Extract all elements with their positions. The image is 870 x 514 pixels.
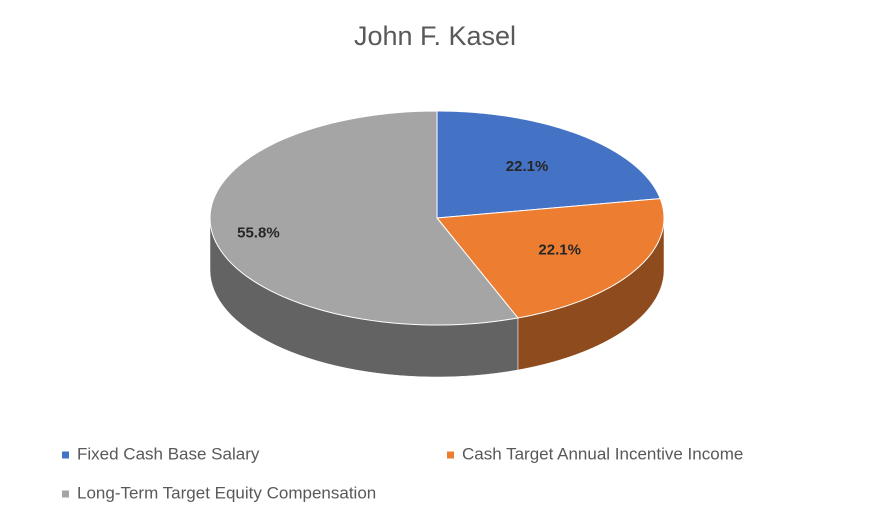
legend-swatch: [62, 451, 69, 459]
legend-label: Cash Target Annual Incentive Income: [462, 444, 743, 463]
slice: [436, 110, 661, 219]
slice: [436, 198, 665, 319]
data-label: 22.1%: [538, 241, 581, 258]
legend-label: Long-Term Target Equity Compensation: [77, 483, 376, 502]
chart-title: John F. Kasel: [354, 21, 516, 51]
data-label: 55.8%: [237, 224, 280, 241]
legend-swatch: [447, 451, 454, 459]
slice: [209, 110, 519, 326]
legend-label: Fixed Cash Base Salary: [77, 444, 260, 463]
legend-swatch: [62, 490, 69, 498]
data-label: 22.1%: [506, 158, 549, 175]
